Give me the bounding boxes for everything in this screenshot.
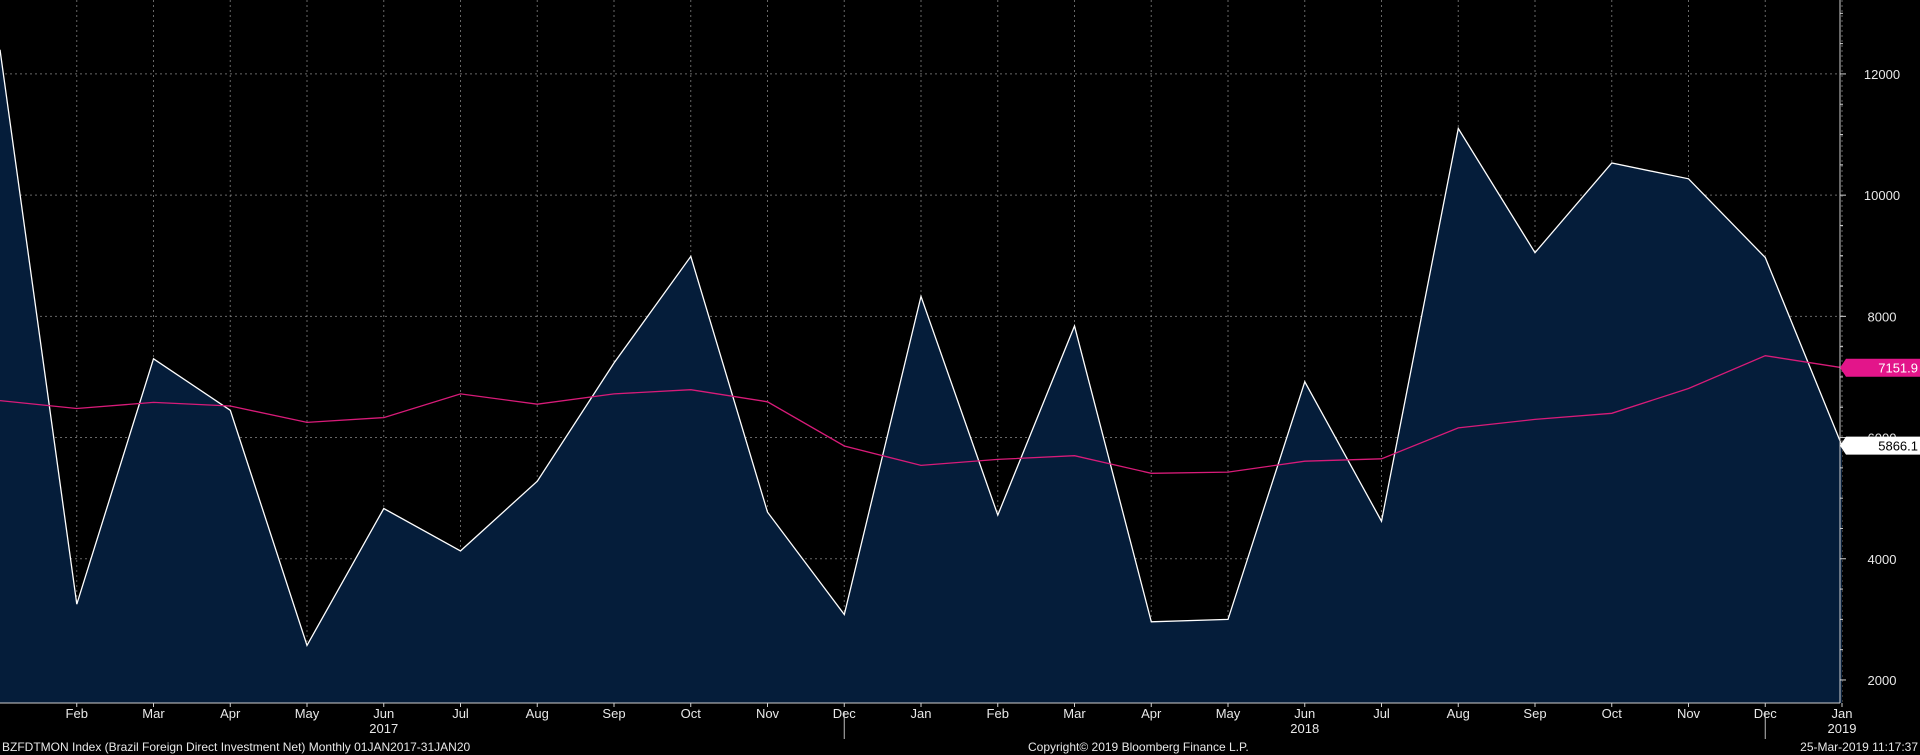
series-area bbox=[0, 49, 1842, 703]
x-tick-label: Oct bbox=[1602, 706, 1623, 721]
x-tick-label: May bbox=[1216, 706, 1241, 721]
series-line-moving-average bbox=[0, 355, 1843, 474]
x-tick-label: Mar bbox=[1063, 706, 1086, 721]
badge-shape bbox=[1840, 358, 1920, 377]
x-tick-label: Jul bbox=[1373, 706, 1390, 721]
x-tick-label: Aug bbox=[526, 706, 549, 721]
x-tick-label: Jan bbox=[1832, 706, 1853, 721]
series-area-fill bbox=[0, 49, 1842, 703]
series-line-main bbox=[0, 49, 1843, 648]
badge-label: 5866.1 bbox=[1878, 439, 1918, 454]
last-value-badge-moving-average: 7151.9 bbox=[1840, 358, 1920, 377]
x-tick-label: Jun bbox=[373, 706, 394, 721]
x-tick-label: Jun bbox=[1294, 706, 1315, 721]
y-tick-label: 12000 bbox=[1864, 67, 1900, 82]
x-tick-label: Nov bbox=[1677, 706, 1701, 721]
last-value-badge-main: 5866.1 bbox=[1840, 436, 1920, 455]
y-tick-label: 4000 bbox=[1868, 552, 1897, 567]
x-tick-label: Jan bbox=[911, 706, 932, 721]
series-lines bbox=[0, 49, 1843, 648]
x-tick-label: Sep bbox=[1523, 706, 1546, 721]
x-year-label: 2017 bbox=[369, 721, 398, 736]
axes: Feb Mar Apr May Jun Jul Aug Sep Oct Nov Dec Jan Feb M… bbox=[0, 0, 1900, 739]
last-value-badges: 5866.1 7151.9 bbox=[1840, 358, 1920, 455]
x-tick-label: Feb bbox=[66, 706, 88, 721]
footer-security-description: BZFDTMON Index (Brazil Foreign Direct In… bbox=[2, 740, 471, 754]
x-tick-label: Nov bbox=[756, 706, 780, 721]
x-tick-label: Aug bbox=[1447, 706, 1470, 721]
y-tick-label: 8000 bbox=[1868, 309, 1897, 324]
x-tick-label: May bbox=[295, 706, 320, 721]
badge-label: 7151.9 bbox=[1878, 361, 1918, 376]
x-tick-label: Sep bbox=[602, 706, 625, 721]
y-tick-label: 2000 bbox=[1868, 673, 1897, 688]
y-tick-label: 10000 bbox=[1864, 188, 1900, 203]
footer-copyright: Copyright© 2019 Bloomberg Finance L.P. bbox=[1028, 740, 1249, 754]
x-year-label: 2019 bbox=[1828, 721, 1857, 736]
x-tick-label: Jul bbox=[452, 706, 469, 721]
x-tick-label: Feb bbox=[987, 706, 1009, 721]
x-tick-label: Mar bbox=[142, 706, 165, 721]
x-tick-label: Oct bbox=[681, 706, 702, 721]
x-year-label: 2018 bbox=[1290, 721, 1319, 736]
x-tick-label: Apr bbox=[220, 706, 241, 721]
badge-shape bbox=[1840, 436, 1920, 455]
footer-timestamp: 25-Mar-2019 11:17:37 bbox=[1800, 740, 1918, 754]
x-tick-label: Apr bbox=[1141, 706, 1162, 721]
